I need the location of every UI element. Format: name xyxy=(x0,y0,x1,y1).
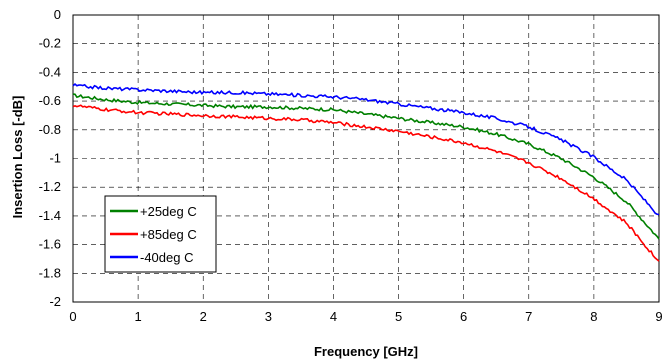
y-tick-label: -1.2 xyxy=(39,179,61,194)
x-tick-label: 1 xyxy=(134,309,141,324)
y-tick-label: -0.6 xyxy=(39,93,61,108)
x-tick-label: 8 xyxy=(590,309,597,324)
y-tick-label: 0 xyxy=(54,7,61,22)
y-axis-title: Insertion Loss [-dB] xyxy=(10,96,25,219)
x-tick-label: 9 xyxy=(655,309,662,324)
x-tick-label: 4 xyxy=(330,309,337,324)
legend-label-25c: +25deg C xyxy=(140,204,197,219)
y-tick-label: -1 xyxy=(49,151,61,166)
legend-label-minus40c: -40deg C xyxy=(140,250,193,265)
legend-box xyxy=(104,195,217,273)
series-line xyxy=(72,104,660,262)
legend-label-85c: +85deg C xyxy=(140,227,197,242)
y-tick-label: -1.4 xyxy=(39,208,61,223)
y-tick-label: -0.2 xyxy=(39,36,61,51)
series-line xyxy=(72,83,660,216)
x-axis-ticks: 0 1 2 3 4 5 6 7 8 9 xyxy=(69,309,662,324)
y-tick-label: -0.8 xyxy=(39,122,61,137)
x-tick-label: 5 xyxy=(395,309,402,324)
y-tick-label: -1.6 xyxy=(39,237,61,252)
x-tick-label: 2 xyxy=(200,309,207,324)
x-tick-label: 7 xyxy=(525,309,532,324)
y-tick-label: -1.8 xyxy=(39,265,61,280)
legend: +25deg C +85deg C -40deg C xyxy=(104,195,217,273)
x-tick-label: 0 xyxy=(69,309,76,324)
x-tick-label: 3 xyxy=(265,309,272,324)
y-axis-ticks: 0 -0.2 -0.4 -0.6 -0.8 -1 -1.2 -1.4 -1.6 -1.8 -2 xyxy=(39,7,61,309)
y-tick-label: -0.4 xyxy=(39,64,61,79)
plot-area xyxy=(72,14,660,303)
x-axis-title: Frequency [GHz] xyxy=(314,344,418,359)
series-line xyxy=(72,93,660,240)
y-tick-label: -2 xyxy=(49,294,61,309)
x-tick-label: 6 xyxy=(460,309,467,324)
series-layer xyxy=(72,83,660,262)
